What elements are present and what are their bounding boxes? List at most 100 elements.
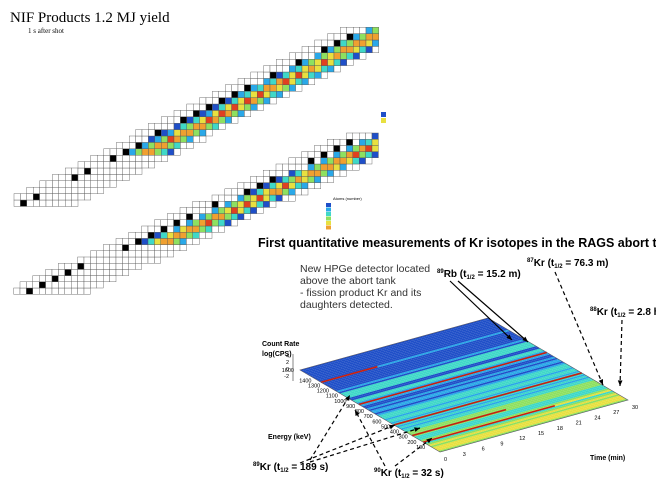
nuclide-cell (168, 123, 174, 129)
nuclide-cell (148, 136, 154, 142)
nuclide-cell (155, 123, 161, 129)
nuclide-cell (129, 245, 135, 251)
nuclide-cell (90, 276, 96, 282)
nuclide-cell (263, 195, 269, 201)
annotation-part: Kr (t (597, 307, 618, 318)
nuclide-cell (148, 226, 154, 232)
nuclide-cell (78, 194, 84, 200)
nuclide-cell (283, 85, 289, 91)
annotation-part: Kr (t (534, 258, 555, 269)
nuclide-cell (104, 174, 110, 180)
nuclide-cell (52, 288, 58, 294)
nuclide-cell (327, 176, 333, 182)
nuclide-cell (168, 149, 174, 155)
nuclide-cell (116, 245, 122, 251)
nuclide-cell (65, 263, 71, 269)
nuclide-cell (302, 164, 308, 170)
nuclide-cell (289, 53, 295, 59)
nuclide-cell (161, 117, 167, 123)
nuclide-cell (40, 181, 46, 187)
nuclide-cell (353, 34, 359, 40)
nuclide-cell (78, 257, 84, 263)
nuclide-cell (321, 72, 327, 78)
nuclide-cell (142, 149, 148, 155)
nuclide-cell (244, 195, 250, 201)
nuclide-cell (154, 220, 160, 226)
nuclide-cell (308, 72, 314, 78)
nuclide-cell (276, 91, 282, 97)
nuclide-cell (186, 220, 192, 226)
nuclide-cell (257, 72, 263, 78)
nuclide-cell (360, 40, 366, 46)
nuclide-cell (174, 136, 180, 142)
nuclide-cell (270, 78, 276, 84)
nuclide-cell (180, 123, 186, 129)
nuclide-cell (90, 251, 96, 257)
nuclide-cell (90, 257, 96, 263)
nuclide-cell (155, 136, 161, 142)
nuclide-cell (199, 226, 205, 232)
nuclide-cell (59, 200, 65, 206)
nuclide-cell (52, 174, 58, 180)
nuclide-cell (65, 269, 71, 275)
nuclide-cell (225, 117, 231, 123)
nuclide-cell (276, 195, 282, 201)
nuclide-cell (263, 176, 269, 182)
nuclide-cell (219, 117, 225, 123)
nuclide-cell (347, 46, 353, 52)
nuclide-cell (148, 251, 154, 257)
nuclide-cell (167, 232, 173, 238)
nuclide-cell (308, 66, 314, 72)
nuclide-cell (187, 136, 193, 142)
nuclide-cell (340, 170, 346, 176)
nuclide-cell (122, 251, 128, 257)
nuclide-cell (142, 226, 148, 232)
nuclide-cell (58, 282, 64, 288)
nuclide-cell (167, 245, 173, 251)
nuclide-cell (104, 181, 110, 187)
nuclide-cell (199, 220, 205, 226)
nuclide-cell (187, 117, 193, 123)
nuclide-cell (58, 269, 64, 275)
annotation-part: = 2.8 h) (626, 307, 656, 318)
nuclide-cell (161, 123, 167, 129)
nuclide-cell (180, 136, 186, 142)
nuclide-cell (314, 183, 320, 189)
nuclide-cell (46, 288, 52, 294)
nuclide-cell (110, 251, 116, 257)
nuclide-cell (334, 46, 340, 52)
nuclide-cell (129, 263, 135, 269)
nuclide-cell (206, 117, 212, 123)
nuclide-cell (110, 181, 116, 187)
nuclide-cell (257, 78, 263, 84)
nuclide-cell (334, 53, 340, 59)
nuclide-cell (97, 162, 103, 168)
nuclide-cell (174, 110, 180, 116)
nuclide-cell (174, 220, 180, 226)
nuclide-cell (103, 276, 109, 282)
nuclide-cell (110, 168, 116, 174)
nuclide-cell (187, 123, 193, 129)
annotation-part: = 32 s) (410, 468, 444, 479)
nuclide-cell (65, 282, 71, 288)
nuclide-cell (116, 142, 122, 148)
nuclide-cell (257, 189, 263, 195)
nuclide-cell (264, 98, 270, 104)
nuclide-cell (334, 152, 340, 158)
nuclide-cell (180, 226, 186, 232)
nuclide-cell (289, 183, 295, 189)
nuclide-cell (129, 136, 135, 142)
nuclide-cell (180, 207, 186, 213)
nuclide-cell (231, 195, 237, 201)
nuclide-cell (219, 110, 225, 116)
nuclide-cell (321, 176, 327, 182)
nuclide-cell (193, 238, 199, 244)
nuclide-cell (308, 46, 314, 52)
energy-tick-label: 1000 (334, 399, 346, 405)
nuclide-cell (174, 245, 180, 251)
nuclide-cell (232, 117, 238, 123)
nuclide-cell (97, 181, 103, 187)
nuclide-cell (58, 288, 64, 294)
nuclide-cell (200, 136, 206, 142)
nuclide-cell (250, 189, 256, 195)
